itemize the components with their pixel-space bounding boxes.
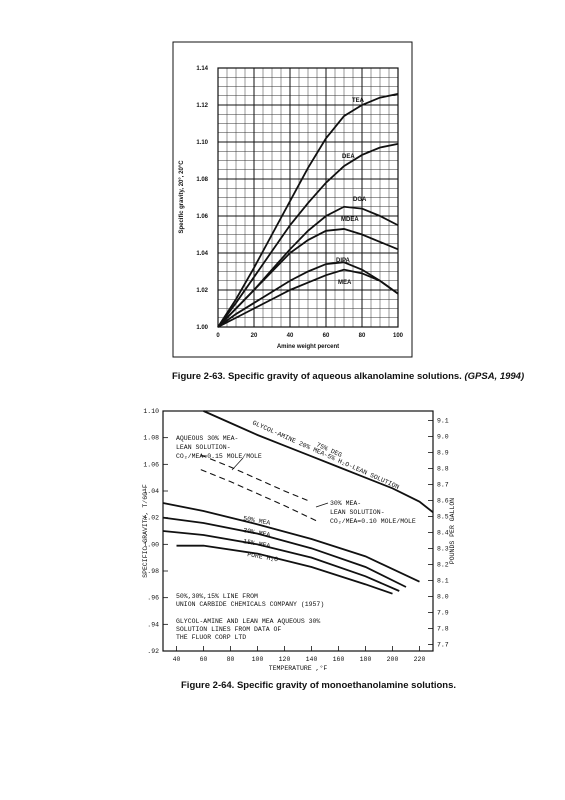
- series-line: [217, 93, 399, 328]
- series-label: MDEA: [341, 217, 359, 223]
- y2-tick-label: 8.4: [437, 530, 449, 537]
- leader-line: [231, 457, 244, 471]
- series-label: TEA: [352, 98, 365, 104]
- series-line: [217, 261, 399, 328]
- caption-source: (GPSA, 1994): [464, 371, 524, 382]
- chart-1: 1.00 1.02 1.04 1.06 1.08 1.10 1.12 1.14 0 20 40 60 8…: [179, 66, 404, 350]
- x-tick-label: 180: [360, 656, 372, 663]
- series-label: 30% MEA: [243, 527, 271, 539]
- series-line: [200, 469, 319, 523]
- y2-tick-label: 7.7: [437, 642, 449, 649]
- figure-caption: Figure 2-63. Specific gravity of aqueous…: [172, 371, 524, 382]
- y2-axis-title: POUNDS PER GALLON: [449, 498, 456, 564]
- y-tick-label: .92: [147, 648, 159, 655]
- series-label: 15% MEA: [243, 538, 271, 550]
- figure-frame: [172, 41, 413, 358]
- series-line: [203, 410, 434, 514]
- series-label: DIPA: [336, 258, 351, 264]
- x-tick-label: 100: [252, 656, 264, 663]
- y-tick-label: 1.04: [196, 251, 208, 257]
- x-tick-label: 60: [200, 656, 208, 663]
- y2-tick-label: 8.0: [437, 594, 449, 601]
- series-line: [200, 454, 308, 501]
- y-tick-label: 1.10: [196, 140, 208, 146]
- y-tick-label: 1.14: [196, 66, 208, 72]
- y2-tick-label: 8.9: [437, 450, 449, 457]
- y-tick-label: 1.12: [196, 103, 208, 109]
- x-tick-label: 80: [227, 656, 235, 663]
- series-label: DEA: [342, 154, 355, 160]
- caption-text: Figure 2-64. Specific gravity of monoeth…: [181, 680, 456, 691]
- y-tick-label: 1.10: [143, 408, 159, 415]
- x-tick-label: 100: [393, 333, 404, 339]
- y-tick-label: 1.04: [143, 488, 159, 495]
- y2-tick-label: 8.3: [437, 546, 449, 553]
- series-label: CO₂/MEA=0.15 MOLE/MOLE: [176, 453, 262, 460]
- y-tick-label: 1.08: [143, 435, 159, 442]
- y2-tick-label: 9.1: [437, 418, 449, 425]
- x-tick-label: 140: [306, 656, 318, 663]
- y2-tick-label: 8.7: [437, 482, 449, 489]
- series-label: LEAN SOLUTION-: [176, 444, 231, 451]
- y-tick-label: .96: [147, 595, 159, 602]
- series-line: [162, 530, 400, 592]
- x-tick-label: 0: [216, 333, 220, 339]
- y-tick-label: 1.08: [196, 177, 208, 183]
- y-tick-label: 1.00: [196, 325, 208, 331]
- y-tick-label: 1.06: [196, 214, 208, 220]
- y2-tick-label: 8.5: [437, 514, 449, 521]
- series-label: AQUEOUS 30% MEA-: [176, 435, 238, 442]
- x-axis-title: Amine weight percent: [277, 344, 339, 350]
- x-tick-label: 20: [251, 333, 258, 339]
- x-tick-label: 200: [387, 656, 399, 663]
- y-tick-label: .94: [147, 621, 159, 628]
- annotation: 50%,30%,15% LINE FROM: [176, 593, 258, 600]
- y-tick-label: 1.06: [143, 461, 159, 468]
- y2-tick-label: 8.6: [437, 498, 449, 505]
- y-tick-label: .98: [147, 568, 159, 575]
- annotation: SOLUTION LINES FROM DATA OF: [176, 626, 281, 633]
- series-label: LEAN SOLUTION-: [330, 509, 385, 516]
- x-axis-title: TEMPERATURE ,°F: [269, 664, 328, 672]
- series-line: [176, 544, 393, 595]
- figure-caption: Figure 2-64. Specific gravity of monoeth…: [181, 680, 456, 691]
- x-tick-label: 160: [333, 656, 345, 663]
- series-line: [217, 228, 399, 328]
- y2-tick-label: 8.8: [437, 466, 449, 473]
- y2-tick-label: 7.8: [437, 626, 449, 633]
- series-label: MEA: [338, 280, 352, 286]
- series-label: 50% MEA: [243, 515, 271, 527]
- series-line: [217, 142, 399, 328]
- y-axis-title: Specific gravity, 20°, 20°C: [179, 160, 185, 234]
- series-line: [162, 502, 420, 583]
- y2-tick-label: 9.0: [437, 434, 449, 441]
- y-tick-label: 1.02: [143, 515, 159, 522]
- annotation: GLYCOL-AMINE AND LEAN MEA AQUEOUS 30%: [176, 618, 320, 625]
- x-tick-label: 220: [414, 656, 426, 663]
- x-tick-label: 40: [287, 333, 294, 339]
- series-line: [162, 516, 407, 588]
- series-line: [217, 268, 399, 328]
- annotation: UNION CARBIDE CHEMICALS COMPANY (1957): [176, 601, 324, 608]
- x-tick-label: 80: [359, 333, 366, 339]
- leader-line: [315, 502, 329, 508]
- y2-tick-label: 8.2: [437, 562, 449, 569]
- y-tick-label: 1.00: [143, 541, 159, 548]
- series-label: DGA: [353, 197, 367, 203]
- series-label: 30% MEA-: [330, 500, 361, 507]
- y-axis-title: SPECIFIC GRAVITY, T/60°F: [141, 484, 149, 578]
- x-tick-label: 120: [279, 656, 291, 663]
- series-label: CO₂/MEA=0.10 MOLE/MOLE: [330, 518, 416, 525]
- y2-tick-label: 8.1: [437, 578, 449, 585]
- x-tick-label: 60: [323, 333, 330, 339]
- annotation: THE FLUOR CORP LTD: [176, 634, 246, 641]
- x-tick-label: 40: [173, 656, 181, 663]
- caption-text: Figure 2-63. Specific gravity of aqueous…: [172, 371, 462, 382]
- y2-tick-label: 7.9: [437, 610, 449, 617]
- y-tick-label: 1.02: [196, 288, 208, 294]
